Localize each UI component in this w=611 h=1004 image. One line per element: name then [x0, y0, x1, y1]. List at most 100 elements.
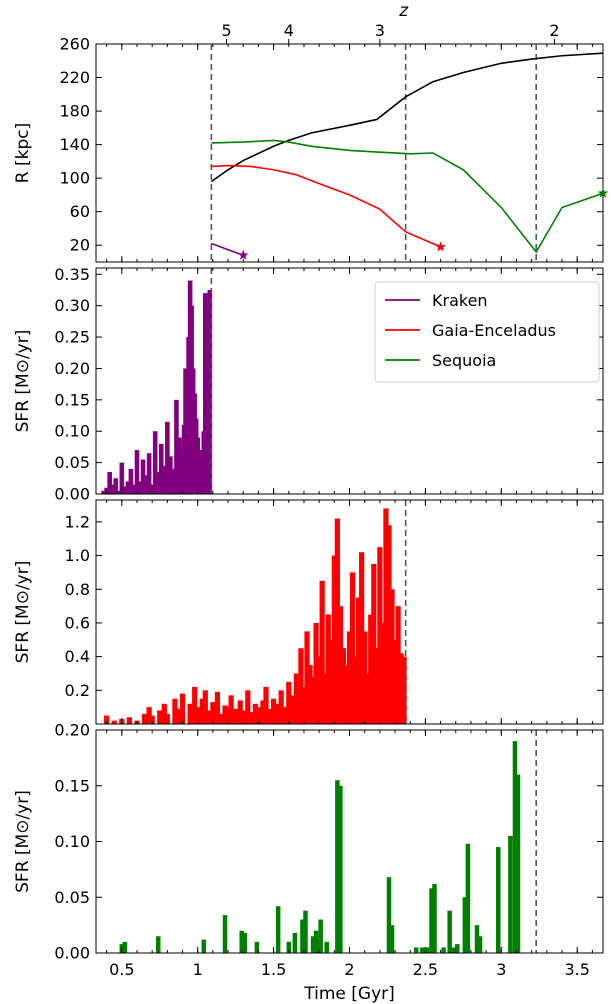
sfr-bar — [245, 690, 251, 724]
x-axis-label: Time [Gyr] — [303, 984, 395, 1004]
sfr-bar — [214, 692, 221, 724]
y-tick-label: 0.00 — [54, 485, 90, 504]
sfr-bar — [228, 695, 234, 724]
sfr-bar — [126, 717, 132, 724]
sfr-bar — [335, 780, 340, 953]
sfr-bar — [383, 508, 389, 724]
y-tick-label: 220 — [59, 68, 90, 87]
sfr-bar — [146, 453, 152, 494]
sfr-bar — [111, 720, 117, 724]
sfr-bar — [162, 465, 167, 494]
sfr-bar — [346, 631, 353, 724]
top-axis-tick-label: 2 — [549, 21, 559, 40]
sfr-bar — [289, 695, 295, 724]
sfr-bar — [157, 710, 163, 724]
sfr-bar — [155, 472, 161, 494]
sfr-bar — [395, 606, 401, 724]
sfr-bar — [222, 705, 228, 724]
sfr-bar — [252, 703, 258, 724]
sfr-bar — [146, 707, 152, 724]
sfr-bar — [304, 631, 310, 724]
sfr-bar — [143, 475, 149, 494]
radius-panel: 20 60 100 140 180 220 260 R [kpc] 5 4 3 2 z — [13, 1, 609, 263]
sfr-bar — [349, 572, 356, 724]
y-tick-label: 260 — [59, 35, 90, 54]
sfr-bar — [168, 456, 173, 494]
sfr-bar — [237, 700, 243, 724]
y-tick-label: 180 — [59, 102, 90, 121]
sfr-bar — [101, 490, 106, 494]
top-axis-tick-label: 5 — [221, 21, 231, 40]
top-axis-tick-label: 3 — [375, 21, 385, 40]
sfr-bar — [322, 673, 328, 724]
x-tick-label: 3.5 — [564, 960, 589, 979]
sfr-bar — [292, 932, 298, 953]
sfr-bar — [161, 703, 167, 724]
endpoint-star-marker — [435, 241, 446, 252]
sfr-bar — [318, 919, 323, 953]
y-axis-label: R [kpc] — [13, 123, 33, 183]
x-tick-label: 2 — [344, 960, 354, 979]
radius-line-series-1 — [211, 164, 441, 248]
sfr-bar — [195, 707, 201, 724]
sfr-bar — [122, 941, 128, 953]
sfr-bar — [512, 741, 518, 953]
sfr-bar — [177, 437, 182, 494]
sfr-bar — [116, 490, 122, 494]
y-tick-label: 20 — [70, 236, 90, 255]
sfr-panel-gaia-enceladus: 0.2 0.4 0.6 0.8 1.0 1.2 SFR [M⊙/yr] — [13, 499, 604, 725]
sfr-bar — [356, 597, 362, 724]
sfr-bar — [477, 936, 483, 953]
legend-label: Kraken — [432, 291, 488, 310]
sfr-bar — [217, 713, 224, 724]
y-tick-label: 0.05 — [54, 453, 90, 472]
y-axis-label: SFR [M⊙/yr] — [13, 790, 33, 893]
y-tick-label: 0.6 — [65, 613, 90, 632]
sfr-bar — [263, 686, 269, 724]
sfr-bar — [398, 653, 404, 724]
y-tick-label: 0.10 — [54, 422, 90, 441]
sfr-panel-sequoia: 0.00 0.05 0.10 0.15 0.20 SFR [M⊙/yr] 0.5 1 1.5 2 2… — [13, 721, 604, 1004]
sfr-bar — [171, 468, 176, 494]
sfr-bar — [104, 715, 110, 724]
sfr-bar — [222, 915, 228, 953]
x-tick-label: 1.5 — [261, 960, 286, 979]
sfr-bar — [386, 525, 392, 724]
sfr-bar — [260, 700, 266, 724]
sfr-bar — [286, 681, 292, 724]
y-tick-label: 0.20 — [54, 721, 90, 740]
sfr-bar — [152, 431, 158, 494]
sfr-bar — [362, 631, 368, 724]
sfr-bar — [310, 936, 316, 953]
sfr-bar — [207, 289, 213, 494]
sfr-bar — [386, 877, 392, 953]
sfr-bar — [462, 897, 468, 953]
y-tick-label: 0.2 — [65, 681, 90, 700]
radius-line-series-2 — [211, 139, 603, 254]
sfr-bar — [149, 484, 155, 494]
sfr-bar — [338, 785, 343, 953]
sfr-bar — [225, 707, 231, 724]
sfr-bar — [374, 648, 380, 724]
sfr-bar — [424, 947, 430, 953]
sfr-bar — [352, 656, 359, 724]
y-tick-label: 0.10 — [54, 832, 90, 851]
y-tick-label: 0.00 — [54, 944, 90, 963]
sfr-bar — [283, 707, 289, 724]
sfr-bar — [313, 622, 319, 724]
sfr-bar — [324, 941, 329, 953]
legend-box — [374, 281, 600, 383]
sfr-bar — [432, 883, 437, 953]
sfr-bar — [131, 484, 137, 494]
sfr-bar — [172, 698, 178, 724]
sfr-bar — [401, 656, 407, 724]
sfr-bar — [474, 925, 480, 954]
sfr-bar — [179, 693, 186, 724]
sfr-bar — [267, 708, 274, 724]
top-axis-tick-label: 4 — [284, 21, 294, 40]
sfr-bar — [496, 847, 501, 953]
sfr-bar — [248, 712, 254, 724]
sfr-bar — [325, 614, 331, 724]
endpoint-star-marker — [597, 187, 609, 198]
sfr-bar — [380, 622, 386, 724]
